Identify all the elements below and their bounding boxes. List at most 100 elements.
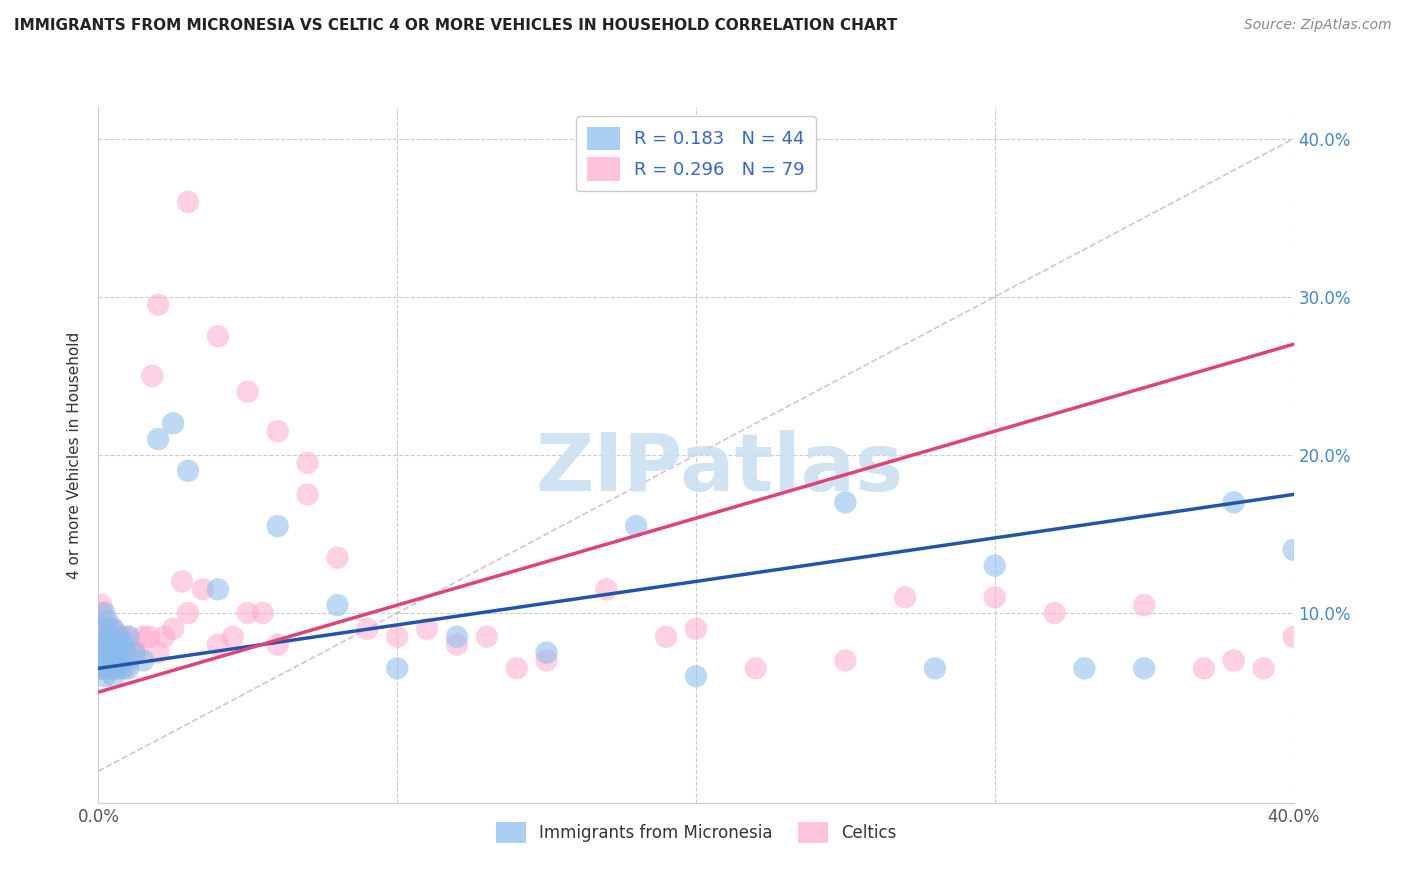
Point	[124, 646, 146, 660]
Point	[96, 638, 118, 652]
Point	[132, 653, 155, 667]
Point	[98, 630, 122, 644]
Point	[96, 638, 118, 652]
Point	[222, 630, 245, 644]
Point	[90, 653, 112, 667]
Point	[595, 582, 617, 597]
Point	[177, 464, 200, 478]
Point	[103, 669, 125, 683]
Point	[177, 194, 200, 209]
Point	[132, 630, 155, 644]
Point	[103, 646, 125, 660]
Point	[108, 653, 131, 667]
Point	[90, 638, 112, 652]
Point	[117, 630, 139, 644]
Point	[148, 432, 170, 446]
Point	[1253, 661, 1275, 675]
Point	[267, 519, 290, 533]
Point	[103, 622, 125, 636]
Point	[297, 487, 319, 501]
Point	[103, 622, 125, 636]
Point	[267, 638, 290, 652]
Point	[117, 661, 139, 675]
Point	[90, 630, 112, 644]
Point	[252, 606, 274, 620]
Point	[356, 622, 378, 636]
Point	[90, 661, 112, 675]
Point	[90, 598, 112, 612]
Point	[90, 661, 112, 675]
Point	[745, 661, 768, 675]
Point	[446, 630, 468, 644]
Point	[1282, 630, 1305, 644]
Point	[416, 622, 439, 636]
Point	[685, 669, 707, 683]
Point	[114, 661, 136, 675]
Point	[1223, 495, 1246, 509]
Point	[267, 424, 290, 438]
Point	[93, 653, 115, 667]
Point	[894, 591, 917, 605]
Point	[172, 574, 194, 589]
Point	[1073, 661, 1095, 675]
Point	[1282, 542, 1305, 557]
Point	[834, 495, 856, 509]
Point	[141, 368, 163, 383]
Point	[326, 598, 349, 612]
Text: ZIPatlas: ZIPatlas	[536, 430, 904, 508]
Point	[96, 630, 118, 644]
Point	[1133, 661, 1156, 675]
Point	[93, 638, 115, 652]
Point	[117, 653, 139, 667]
Point	[153, 630, 176, 644]
Point	[98, 661, 122, 675]
Point	[162, 417, 184, 431]
Point	[124, 646, 146, 660]
Point	[111, 653, 134, 667]
Point	[93, 622, 115, 636]
Point	[138, 630, 160, 644]
Point	[90, 653, 112, 667]
Point	[127, 646, 149, 660]
Y-axis label: 4 or more Vehicles in Household: 4 or more Vehicles in Household	[67, 331, 83, 579]
Point	[90, 606, 112, 620]
Point	[98, 653, 122, 667]
Point	[96, 622, 118, 636]
Point	[536, 653, 558, 667]
Point	[105, 661, 128, 675]
Point	[446, 638, 468, 652]
Point	[177, 606, 200, 620]
Point	[111, 661, 134, 675]
Point	[96, 614, 118, 628]
Point	[93, 661, 115, 675]
Point	[626, 519, 648, 533]
Point	[108, 630, 131, 644]
Point	[148, 646, 170, 660]
Point	[105, 630, 128, 644]
Point	[191, 582, 214, 597]
Point	[475, 630, 498, 644]
Point	[103, 646, 125, 660]
Point	[90, 638, 112, 652]
Point	[1043, 606, 1066, 620]
Point	[236, 606, 259, 620]
Point	[326, 550, 349, 565]
Point	[506, 661, 529, 675]
Point	[655, 630, 678, 644]
Point	[924, 661, 946, 675]
Point	[162, 622, 184, 636]
Point	[96, 653, 118, 667]
Point	[207, 582, 229, 597]
Point	[105, 646, 128, 660]
Point	[93, 622, 115, 636]
Point	[93, 646, 115, 660]
Point	[385, 630, 409, 644]
Point	[108, 653, 131, 667]
Point	[984, 591, 1007, 605]
Legend: Immigrants from Micronesia, Celtics: Immigrants from Micronesia, Celtics	[489, 815, 903, 850]
Point	[984, 558, 1007, 573]
Point	[834, 653, 856, 667]
Point	[98, 646, 122, 660]
Point	[105, 638, 128, 652]
Point	[108, 630, 131, 644]
